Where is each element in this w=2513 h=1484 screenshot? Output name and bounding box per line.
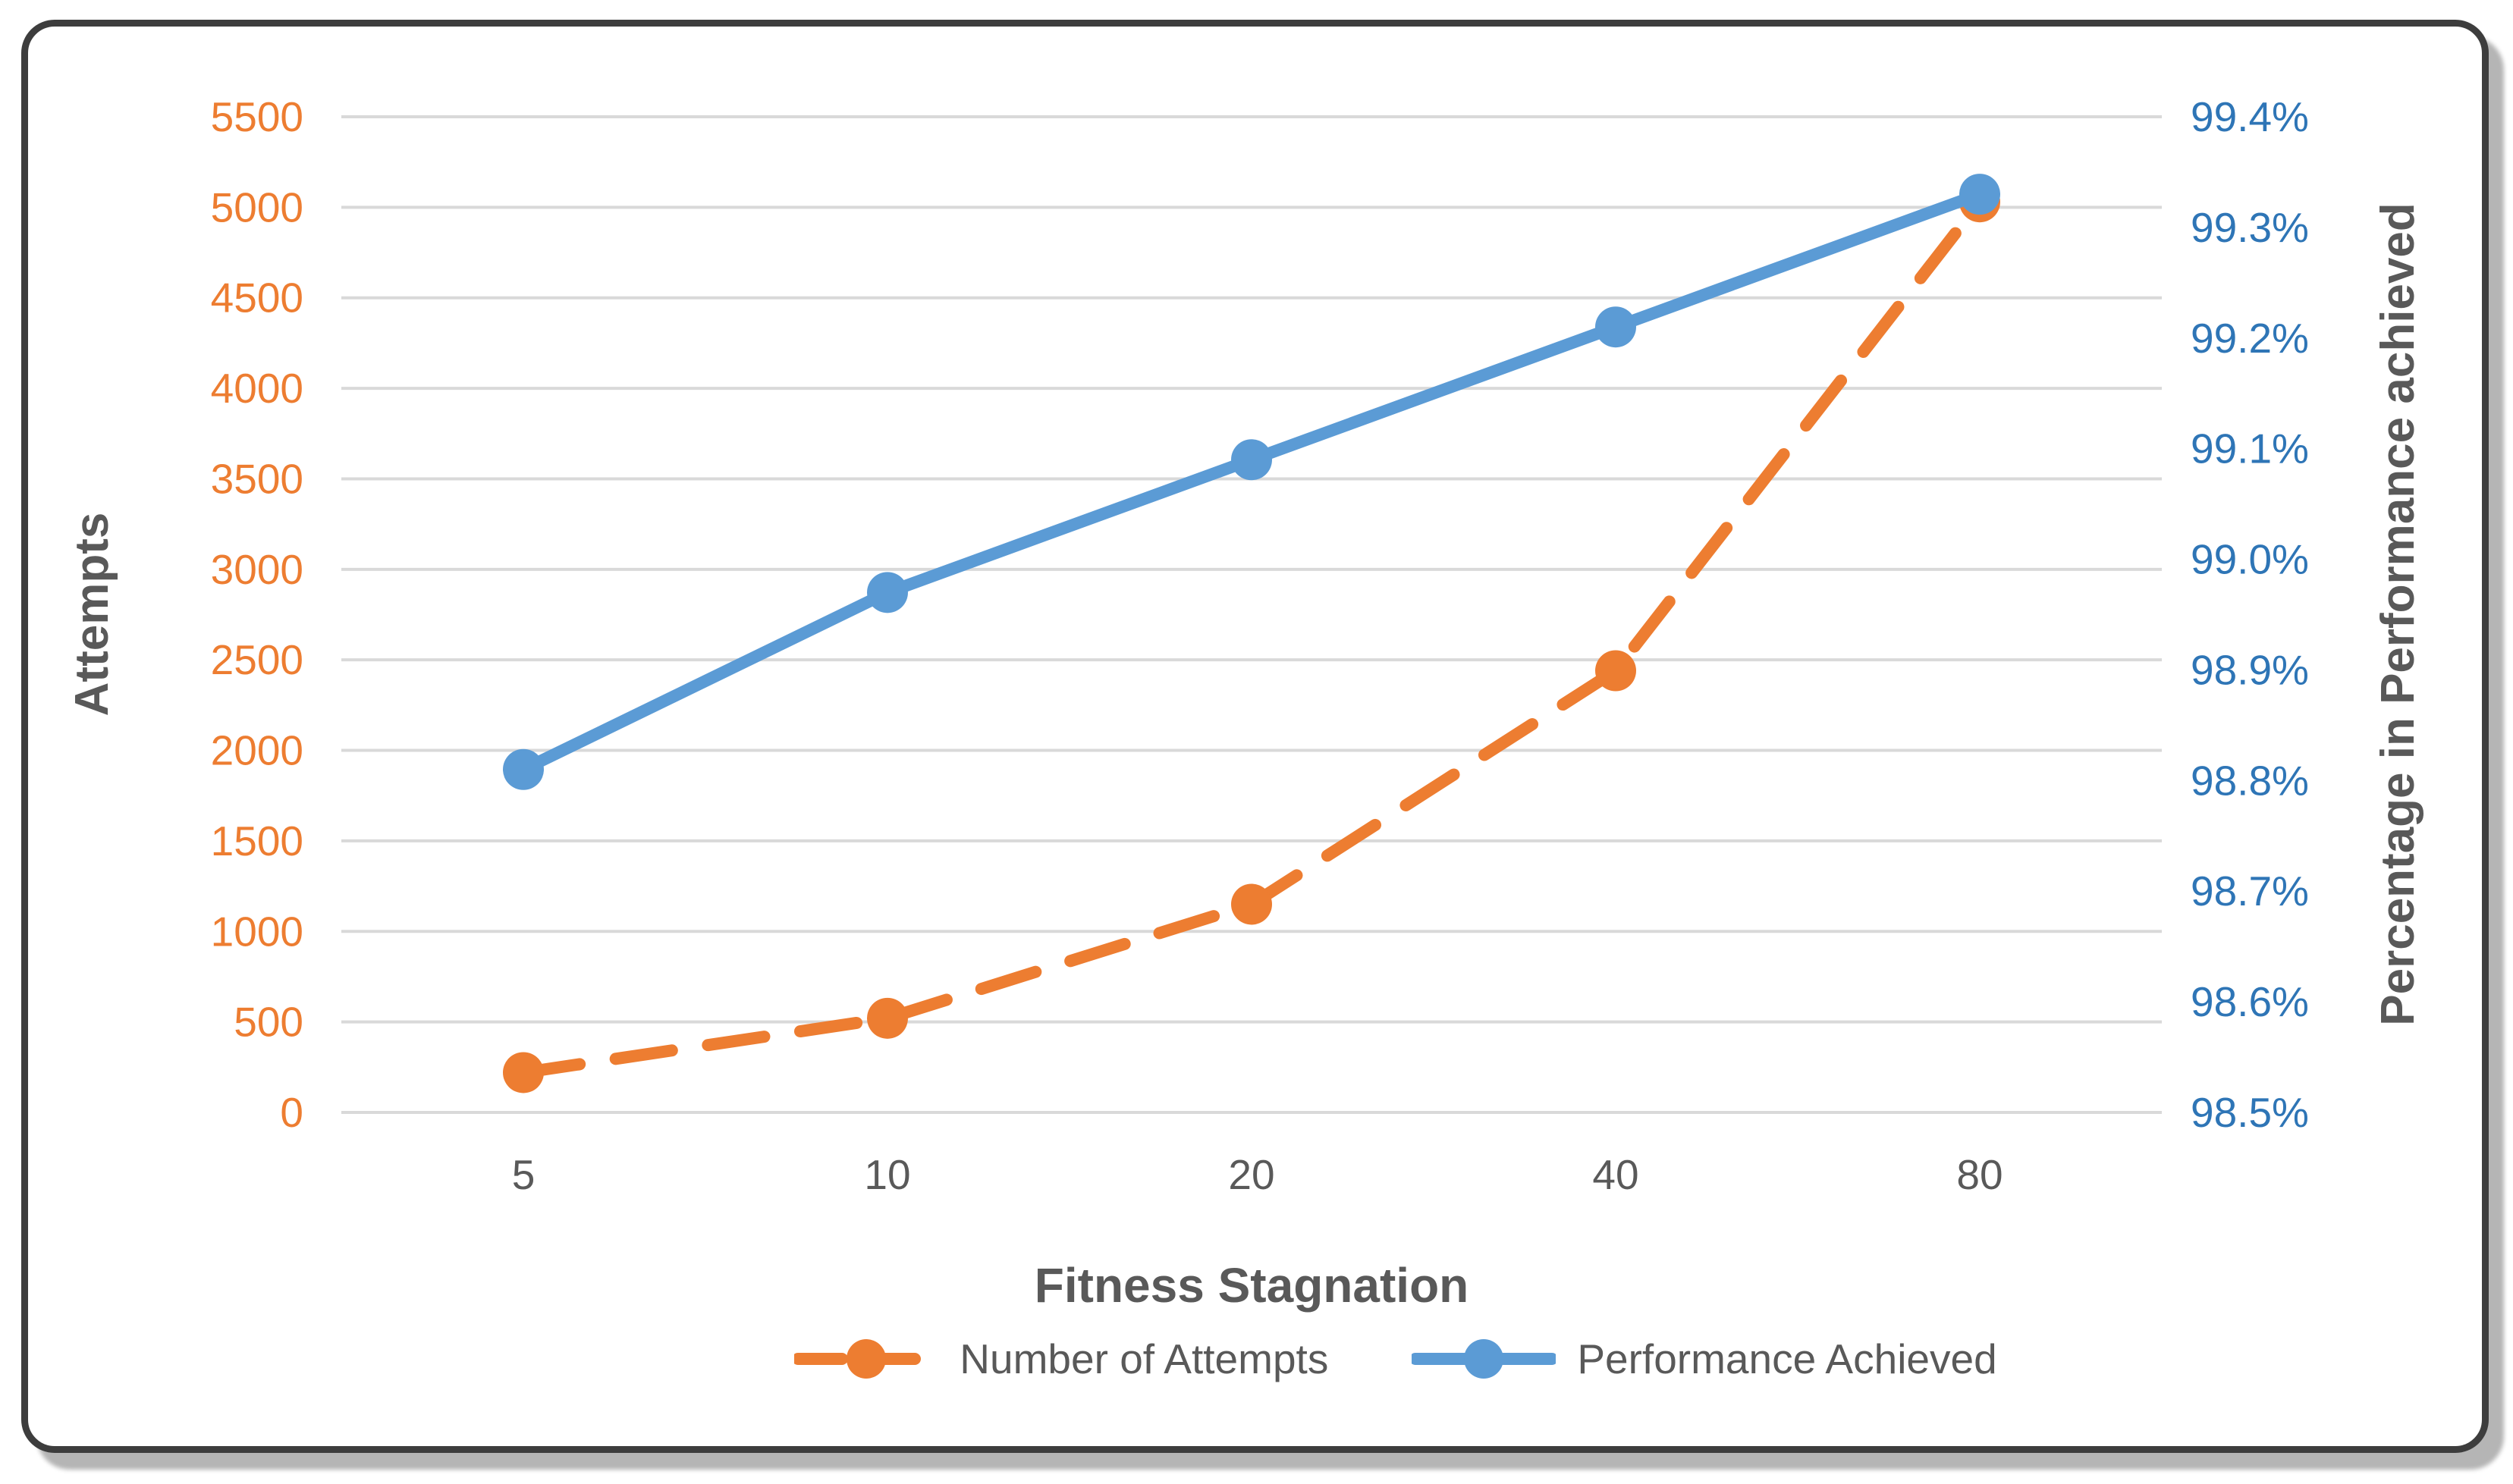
left-axis-tick-label: 5500 xyxy=(211,93,303,140)
left-axis-tick-label: 500 xyxy=(234,999,303,1046)
right-axis-tick-label: 98.8% xyxy=(2191,757,2309,804)
series-1-marker xyxy=(867,572,908,613)
legend-label: Performance Achieved xyxy=(1577,1335,1997,1382)
left-axis-tick-label: 2500 xyxy=(211,636,303,683)
series-0-marker xyxy=(503,1052,544,1093)
left-axis-tick-label: 5000 xyxy=(211,184,303,231)
left-axis-title: Attempts xyxy=(66,512,118,717)
legend: Number of Attempts Performance Achieved xyxy=(485,1329,2306,1389)
legend-sample-solid-line-icon xyxy=(1412,1339,1556,1379)
right-axis-title: Percentage in Performance achieved xyxy=(2372,202,2424,1026)
series-1-marker xyxy=(503,748,544,790)
legend-sample-marker xyxy=(847,1339,887,1379)
x-axis-tick-label: 80 xyxy=(1956,1151,2003,1198)
right-axis-tick-label: 98.9% xyxy=(2191,646,2309,693)
chart-frame xyxy=(21,20,2489,1453)
left-axis-tick-label: 0 xyxy=(280,1089,303,1136)
series-0-marker xyxy=(867,997,908,1039)
series-1-marker xyxy=(1231,439,1272,481)
right-axis-tick-label: 99.2% xyxy=(2191,315,2309,362)
left-axis-tick-label: 3500 xyxy=(211,455,303,502)
right-axis-tick-label: 99.4% xyxy=(2191,93,2309,140)
x-axis-tick-label: 20 xyxy=(1228,1151,1274,1198)
right-axis-tick-label: 98.6% xyxy=(2191,978,2309,1025)
series-1-marker xyxy=(1959,174,2000,215)
series-0-marker xyxy=(1231,883,1272,925)
left-axis-tick-label: 4500 xyxy=(211,275,303,322)
series-0-marker xyxy=(1595,650,1636,692)
right-axis-tick-label: 99.3% xyxy=(2191,204,2309,251)
legend-sample-dashed-line-icon xyxy=(794,1339,939,1379)
x-axis-tick-label: 5 xyxy=(512,1151,536,1198)
right-axis-tick-label: 98.7% xyxy=(2191,867,2309,915)
series-line-0 xyxy=(517,196,1986,1079)
legend-sample-marker xyxy=(1464,1339,1504,1379)
right-axis-tick-label: 98.5% xyxy=(2191,1089,2309,1136)
left-axis-tick-label: 4000 xyxy=(211,365,303,412)
x-axis-tick-label: 10 xyxy=(864,1151,910,1198)
left-axis-tick-label: 2000 xyxy=(211,727,303,774)
right-axis-tick-label: 99.0% xyxy=(2191,536,2309,583)
right-axis-tick-label: 99.1% xyxy=(2191,425,2309,472)
left-axis-tick-label: 1500 xyxy=(211,817,303,864)
series-1-marker xyxy=(1595,306,1636,348)
left-axis-tick-label: 3000 xyxy=(211,546,303,593)
legend-label: Number of Attempts xyxy=(960,1335,1329,1382)
x-axis-title: Fitness Stagnation xyxy=(1034,1258,1469,1313)
legend-item-performance-achieved: Performance Achieved xyxy=(1412,1335,1997,1383)
left-axis-tick-label: 1000 xyxy=(211,908,303,955)
x-axis-tick-label: 40 xyxy=(1592,1151,1638,1198)
legend-item-number-of-attempts: Number of Attempts xyxy=(794,1335,1328,1383)
